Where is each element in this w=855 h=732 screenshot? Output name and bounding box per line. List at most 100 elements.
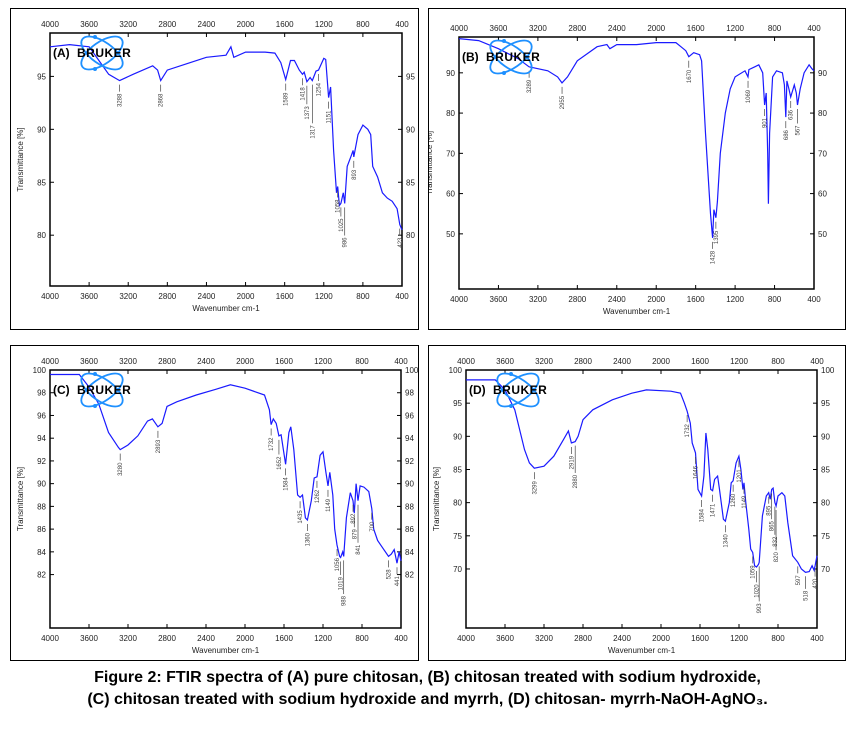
peak-label: 865 <box>770 521 776 532</box>
peak-label: 1732 <box>685 423 691 437</box>
x-tick-label-top: 1200 <box>315 20 333 29</box>
spectrum-panel-b: 4000 4000 3600 3600 3200 3200 2800 2800 2400 2400… <box>428 8 846 330</box>
y-tick-label-right: 75 <box>821 532 830 541</box>
x-tick-label-bottom: 1600 <box>691 634 709 643</box>
peak-label: 700 <box>370 521 376 532</box>
x-tick-label-bottom: 3600 <box>496 634 514 643</box>
y-axis-label: Transmittance [%] <box>16 127 25 191</box>
x-tick-label-bottom: 3200 <box>119 634 137 643</box>
x-axis-label: Wavenumber cm-1 <box>192 304 260 313</box>
bruker-logo: BRUKER <box>77 35 131 71</box>
peak-label: 1340 <box>723 534 729 548</box>
peak-label: 1584 <box>700 508 706 522</box>
x-tick-label-bottom: 2800 <box>574 634 592 643</box>
y-tick-label-left: 80 <box>453 499 462 508</box>
panel-label: (A) <box>53 46 70 60</box>
x-tick-label-bottom: 2800 <box>568 295 586 304</box>
x-tick-label-top: 1200 <box>314 357 332 366</box>
x-tick-label-bottom: 2400 <box>198 292 216 301</box>
x-tick-label-bottom: 2800 <box>158 292 176 301</box>
y-axis-label: Transmittance [%] <box>429 131 434 195</box>
y-tick-label-left: 95 <box>453 399 462 408</box>
x-tick-label-top: 400 <box>810 357 824 366</box>
peak-label: 567 <box>796 125 802 136</box>
peak-label: 1317 <box>310 125 316 139</box>
y-tick-label-right: 90 <box>405 480 414 489</box>
x-tick-label-bottom: 2000 <box>647 295 665 304</box>
spectrum-line <box>49 43 403 231</box>
x-tick-label-top: 1600 <box>687 24 705 33</box>
peak-label: 1151 <box>327 110 333 124</box>
y-tick-label-right: 100 <box>821 366 835 375</box>
x-tick-label-top: 4000 <box>450 24 468 33</box>
peak-label: 1025 <box>339 218 345 232</box>
y-tick-label-right: 80 <box>821 499 830 508</box>
y-axis-label: Transmittance [%] <box>432 467 441 531</box>
peak-label: 1201 <box>737 469 743 483</box>
peak-label: 518 <box>803 590 809 601</box>
y-tick-label-left: 94 <box>37 434 46 443</box>
peak-label: 1584 <box>284 477 290 491</box>
peak-label: 2880 <box>573 474 579 488</box>
peak-label: 597 <box>796 575 802 586</box>
peak-label: 1670 <box>687 69 693 83</box>
x-tick-label-top: 2400 <box>608 24 626 33</box>
x-tick-label-bottom: 3600 <box>490 295 508 304</box>
peak-label: 528 <box>387 569 393 580</box>
peak-label: 1732 <box>269 437 275 451</box>
peak-label: 988 <box>342 595 348 606</box>
x-tick-label-top: 1600 <box>275 357 293 366</box>
x-tick-label-bottom: 2400 <box>613 634 631 643</box>
logo-electron-icon <box>502 39 506 43</box>
x-tick-label-bottom: 2000 <box>236 634 254 643</box>
y-tick-label-left: 85 <box>37 178 46 187</box>
x-tick-label-bottom: 3200 <box>535 634 553 643</box>
x-tick-label-top: 2000 <box>237 20 255 29</box>
x-tick-label-top: 2000 <box>647 24 665 33</box>
peak-label: 2955 <box>560 95 566 109</box>
y-tick-label-right: 92 <box>405 457 414 466</box>
peak-label: 1646 <box>694 465 700 479</box>
peak-label: 841 <box>356 544 362 555</box>
y-tick-label-right: 95 <box>406 72 415 81</box>
x-tick-label-top: 1200 <box>726 24 744 33</box>
logo-text: BRUKER <box>77 46 131 60</box>
peak-label: 1149 <box>742 495 748 509</box>
x-tick-label-bottom: 4000 <box>41 292 59 301</box>
spectrum-panel-d: 4000 4000 3600 3600 3200 3200 2800 2800 2400 2400… <box>428 345 846 661</box>
peak-label: 1254 <box>316 82 322 96</box>
x-tick-label-top: 400 <box>394 357 408 366</box>
logo-text: BRUKER <box>77 383 131 397</box>
panel-label: (C) <box>53 383 70 397</box>
y-tick-label-right: 85 <box>406 178 415 187</box>
y-tick-label-left: 100 <box>33 366 47 375</box>
peak-label: 1395 <box>714 230 720 244</box>
peak-label: 1262 <box>315 489 321 503</box>
peak-label: 636 <box>789 109 795 120</box>
figure-caption-line-2: (C) chitosan treated with sodium hydroxi… <box>87 691 768 708</box>
spectrum-line <box>458 38 815 238</box>
plot-frame <box>49 32 403 287</box>
x-tick-label-bottom: 2400 <box>608 295 626 304</box>
logo-orbit-icon <box>80 35 124 71</box>
y-tick-label-right: 96 <box>405 411 414 420</box>
x-tick-label-top: 2800 <box>158 20 176 29</box>
x-tick-label-bottom: 800 <box>771 634 785 643</box>
y-tick-label-left: 75 <box>453 532 462 541</box>
x-tick-label-bottom: 800 <box>355 634 369 643</box>
y-tick-label-left: 80 <box>446 109 455 118</box>
x-tick-label-top: 2400 <box>197 357 215 366</box>
y-tick-label-left: 90 <box>446 69 455 78</box>
logo-orbit-icon <box>80 372 124 408</box>
x-tick-label-bottom: 400 <box>395 292 409 301</box>
x-tick-label-bottom: 4000 <box>41 634 59 643</box>
x-tick-label-top: 4000 <box>457 357 475 366</box>
logo-electron-icon <box>93 404 97 408</box>
peak-label: 2893 <box>156 439 162 453</box>
y-tick-label-right: 60 <box>818 190 827 199</box>
x-tick-label-top: 3600 <box>80 20 98 29</box>
x-tick-label-top: 1600 <box>691 357 709 366</box>
x-tick-label-top: 1600 <box>276 20 294 29</box>
logo-text: BRUKER <box>486 50 540 64</box>
y-tick-label-right: 82 <box>405 571 414 580</box>
